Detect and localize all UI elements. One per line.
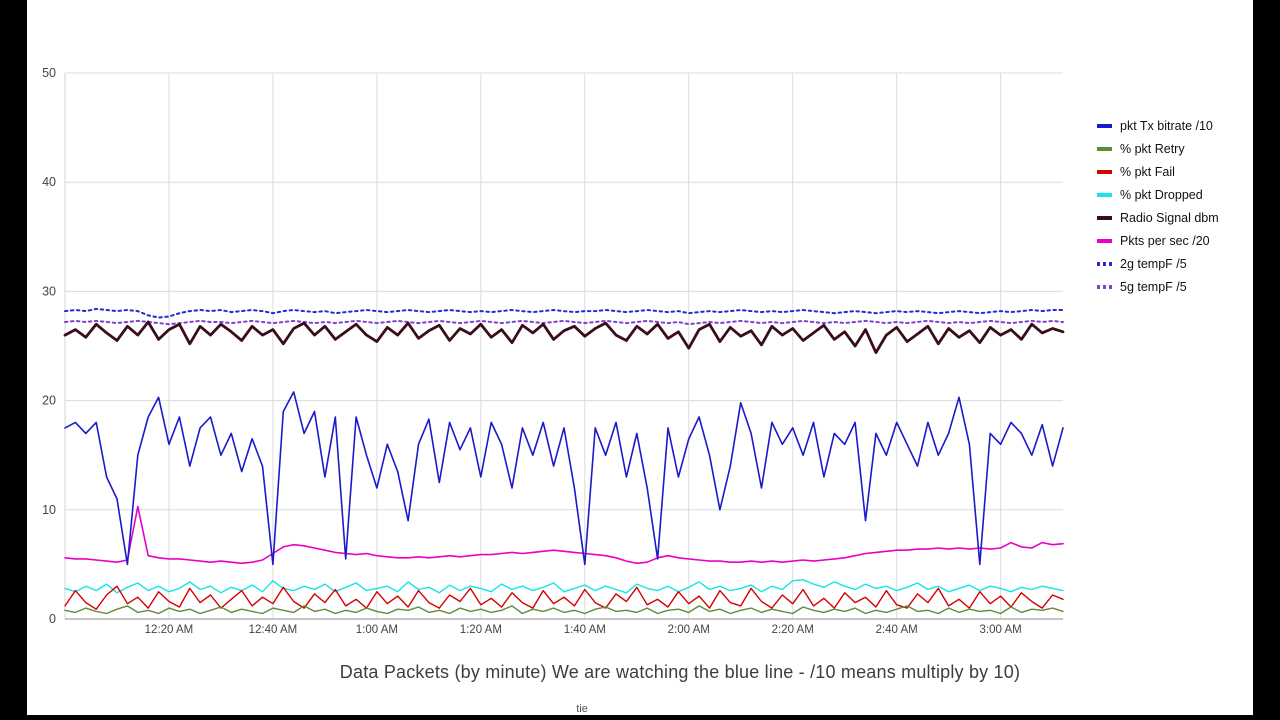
legend-marker-pkt-dropped — [1097, 192, 1112, 197]
y-tick-label: 0 — [49, 612, 56, 626]
y-tick-label: 30 — [42, 284, 56, 298]
x-tick-label: 12:40 AM — [249, 624, 298, 636]
x-tick-label: 3:00 AM — [980, 624, 1022, 636]
x-tick-label: 12:20 AM — [145, 624, 194, 636]
series-line-pkt-dropped — [64, 579, 1064, 594]
legend-item-pkts-per-sec-20: Pkts per sec /20 — [1097, 229, 1219, 252]
left-black-border — [0, 0, 27, 720]
legend-item-radio-signal-dbm: Radio Signal dbm — [1097, 206, 1219, 229]
series-line-pkt-tx-bitrate-10 — [64, 391, 1064, 566]
legend-label: Radio Signal dbm — [1120, 210, 1219, 225]
legend-label: pkt Tx bitrate /10 — [1120, 118, 1213, 133]
legend-item-2g-tempf-5: 2g tempF /5 — [1097, 252, 1219, 275]
x-tick-label: 1:40 AM — [564, 624, 606, 636]
legend-marker-2g-tempf-5 — [1097, 261, 1112, 266]
legend-marker-radio-signal-dbm — [1097, 215, 1112, 220]
y-tick-label: 40 — [42, 175, 56, 189]
chart-caption: Data Packets (by minute) We are watching… — [339, 662, 1021, 682]
bottom-black-border — [0, 715, 1280, 720]
x-tick-label: 2:00 AM — [668, 624, 710, 636]
y-tick-label: 20 — [42, 394, 56, 408]
legend-marker-pkt-fail — [1097, 169, 1112, 174]
series-line-pkt-fail — [64, 585, 1064, 610]
legend-marker-pkt-retry — [1097, 146, 1112, 151]
legend-item-pkt-tx-bitrate-10: pkt Tx bitrate /10 — [1097, 114, 1219, 137]
series-line-radio-signal-dbm — [63, 320, 1065, 355]
legend-item-pkt-fail: % pkt Fail — [1097, 160, 1219, 183]
chart-legend: pkt Tx bitrate /10 % pkt Retry % pkt Fail%… — [1097, 114, 1219, 298]
x-tick-label: 2:20 AM — [772, 624, 814, 636]
legend-item-5g-tempf-5: 5g tempF /5 — [1097, 275, 1219, 298]
legend-label: 5g tempF /5 — [1120, 279, 1187, 294]
series-line-2g-tempf-5 — [64, 307, 1064, 319]
y-tick-label: 10 — [42, 503, 56, 517]
x-tick-label: 1:00 AM — [356, 624, 398, 636]
series-line-pkts-per-sec-20 — [64, 505, 1064, 565]
footer-note: tie — [576, 703, 588, 715]
legend-label: % pkt Retry — [1120, 141, 1185, 156]
series-line-pkt-retry — [64, 605, 1064, 615]
legend-label: % pkt Dropped — [1120, 187, 1203, 202]
right-black-border — [1253, 0, 1280, 720]
legend-label: Pkts per sec /20 — [1120, 233, 1210, 248]
legend-marker-pkts-per-sec-20 — [1097, 238, 1112, 243]
x-tick-label: 2:40 AM — [876, 624, 918, 636]
legend-marker-5g-tempf-5 — [1097, 284, 1112, 289]
legend-item-pkt-retry: % pkt Retry — [1097, 137, 1219, 160]
legend-item-pkt-dropped: % pkt Dropped — [1097, 183, 1219, 206]
series-line-5g-tempf-5 — [64, 319, 1064, 326]
x-tick-label: 1:20 AM — [460, 624, 502, 636]
legend-label: 2g tempF /5 — [1120, 256, 1187, 271]
legend-label: % pkt Fail — [1120, 164, 1175, 179]
y-tick-label: 50 — [42, 66, 56, 80]
legend-marker-pkt-tx-bitrate-10 — [1097, 123, 1112, 128]
